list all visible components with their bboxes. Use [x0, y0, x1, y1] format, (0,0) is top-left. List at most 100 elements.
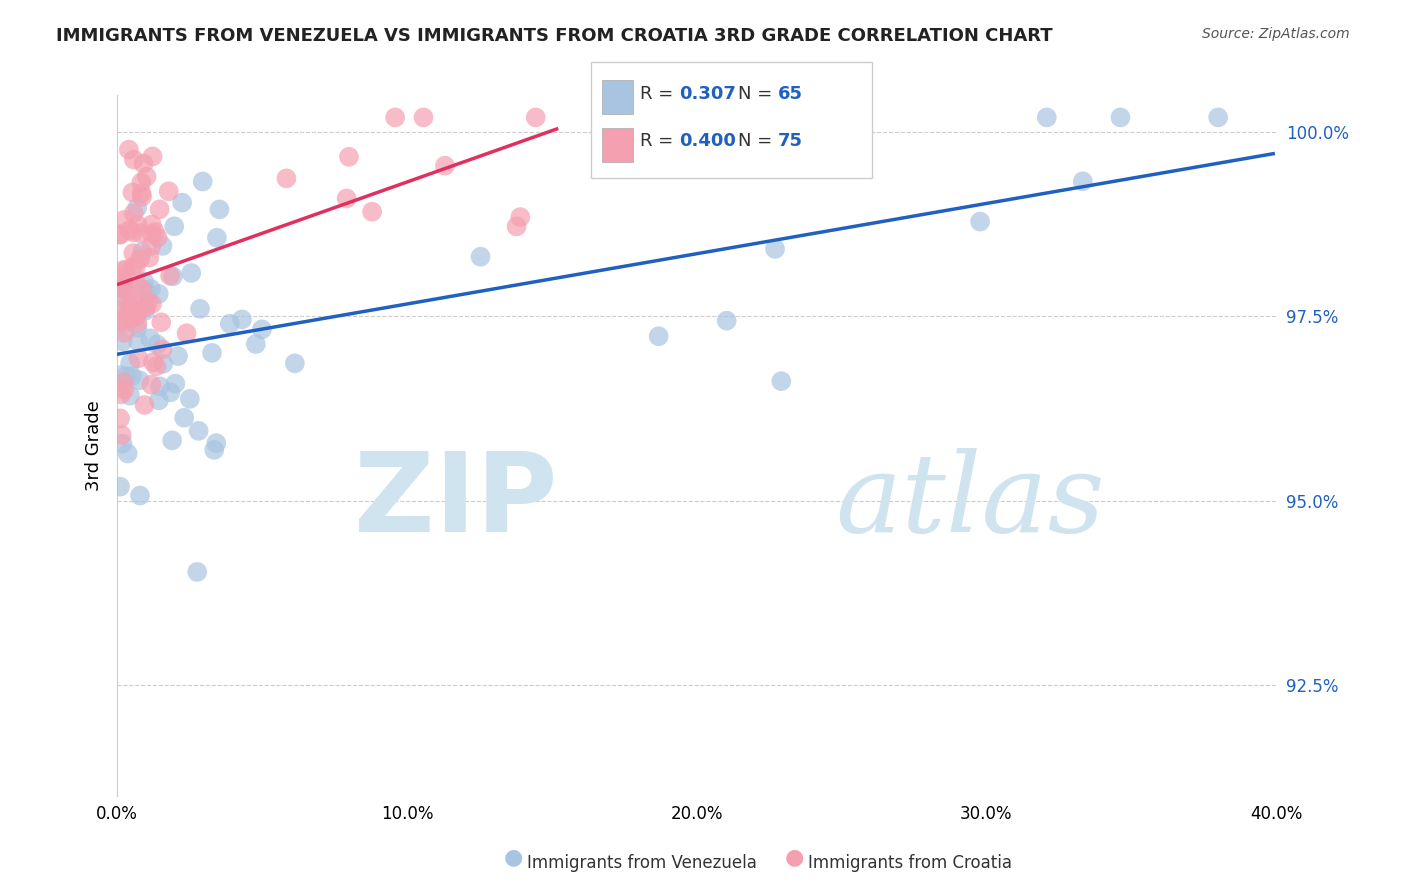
Point [135, 169, 157, 184]
Text: N =: N = [738, 132, 778, 150]
Point [142, 149, 165, 163]
Point [163, 219, 186, 234]
Point [141, 377, 163, 392]
Point [108, 270, 131, 285]
Point [112, 213, 135, 227]
Point [110, 303, 132, 318]
Point [284, 356, 307, 370]
Point [202, 442, 225, 457]
Point [111, 436, 134, 450]
Point [108, 282, 131, 296]
Point [141, 239, 163, 253]
Point [111, 428, 134, 442]
Point [470, 250, 492, 264]
Point [139, 331, 162, 345]
Point [131, 186, 153, 201]
Y-axis label: 3rd Grade: 3rd Grade [86, 401, 103, 491]
Point [112, 316, 135, 330]
Point [108, 411, 131, 425]
Point [108, 227, 131, 242]
Point [127, 201, 149, 215]
Point [138, 251, 160, 265]
Point [337, 150, 360, 164]
Point [159, 268, 181, 283]
Point [114, 263, 136, 277]
Point [150, 343, 173, 357]
Text: atlas: atlas [835, 448, 1105, 556]
Point [122, 246, 145, 260]
Point [132, 156, 155, 170]
Point [150, 315, 173, 329]
Text: N =: N = [738, 85, 778, 103]
Point [135, 300, 157, 314]
Point [165, 376, 187, 391]
Point [122, 293, 145, 308]
Point [146, 230, 169, 244]
Point [134, 303, 156, 318]
Point [115, 281, 138, 295]
Point [108, 480, 131, 494]
Point [128, 373, 150, 387]
Point [276, 171, 298, 186]
Point [1109, 111, 1132, 125]
Point [115, 294, 138, 309]
Point [208, 202, 231, 217]
Text: ●: ● [503, 847, 523, 867]
Point [148, 286, 170, 301]
Point [129, 226, 152, 240]
Point [135, 285, 157, 300]
Point [118, 143, 141, 157]
Point [205, 230, 228, 244]
Point [180, 266, 202, 280]
Point [139, 282, 162, 296]
Point [115, 369, 138, 384]
Point [127, 320, 149, 334]
Point [524, 111, 547, 125]
Point [172, 195, 194, 210]
Text: 0.400: 0.400 [679, 132, 735, 150]
Point [117, 304, 139, 318]
Point [127, 219, 149, 233]
Point [111, 281, 134, 295]
Point [250, 322, 273, 336]
Point [969, 214, 991, 228]
Point [118, 356, 141, 370]
Point [191, 174, 214, 188]
Point [108, 227, 131, 242]
Point [141, 227, 163, 241]
Point [127, 351, 149, 366]
Point [162, 269, 184, 284]
Text: ZIP: ZIP [354, 448, 558, 555]
Point [433, 159, 456, 173]
Point [245, 337, 267, 351]
Point [716, 313, 738, 327]
Text: 65: 65 [778, 85, 803, 103]
Text: ●: ● [785, 847, 804, 867]
Point [128, 304, 150, 318]
Point [108, 316, 131, 330]
Point [167, 349, 190, 363]
Point [509, 210, 531, 224]
Point [121, 369, 143, 384]
Point [505, 219, 527, 234]
Point [122, 206, 145, 220]
Point [121, 186, 143, 200]
Point [231, 312, 253, 326]
Point [134, 275, 156, 289]
Point [149, 202, 172, 217]
Point [187, 424, 209, 438]
Point [134, 398, 156, 412]
Point [145, 359, 167, 374]
Point [361, 204, 384, 219]
Point [131, 244, 153, 259]
Point [201, 346, 224, 360]
Point [125, 309, 148, 323]
Point [770, 374, 793, 388]
Point [129, 176, 152, 190]
Point [127, 278, 149, 293]
Point [117, 446, 139, 460]
Point [112, 375, 135, 389]
Point [1206, 111, 1229, 125]
Point [127, 334, 149, 349]
Point [152, 357, 174, 371]
